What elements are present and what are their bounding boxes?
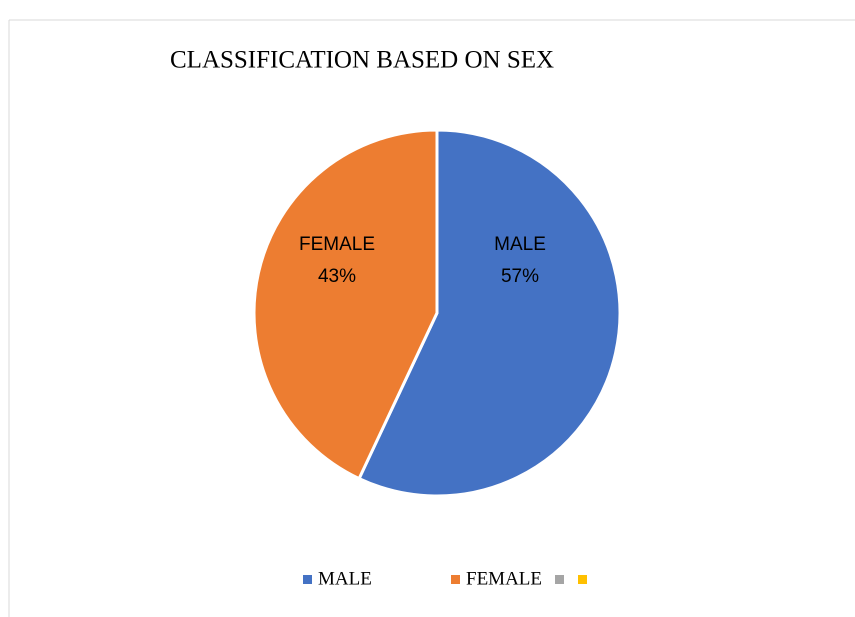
pie-slice <box>252 128 439 481</box>
data-label-category: FEMALE <box>299 234 375 255</box>
legend-swatch <box>555 575 564 584</box>
legend-swatch <box>303 575 312 584</box>
legend-swatch <box>451 575 460 584</box>
legend-swatch <box>578 575 587 584</box>
data-label-category: MALE <box>494 234 546 255</box>
legend-label: MALE <box>318 568 372 589</box>
chart-title: CLASSIFICATION BASED ON SEX <box>170 47 554 74</box>
data-label-value: 57% <box>501 266 539 287</box>
data-label-value: 43% <box>318 266 356 287</box>
pie-slice <box>357 128 622 498</box>
legend-label: FEMALE <box>466 568 542 589</box>
